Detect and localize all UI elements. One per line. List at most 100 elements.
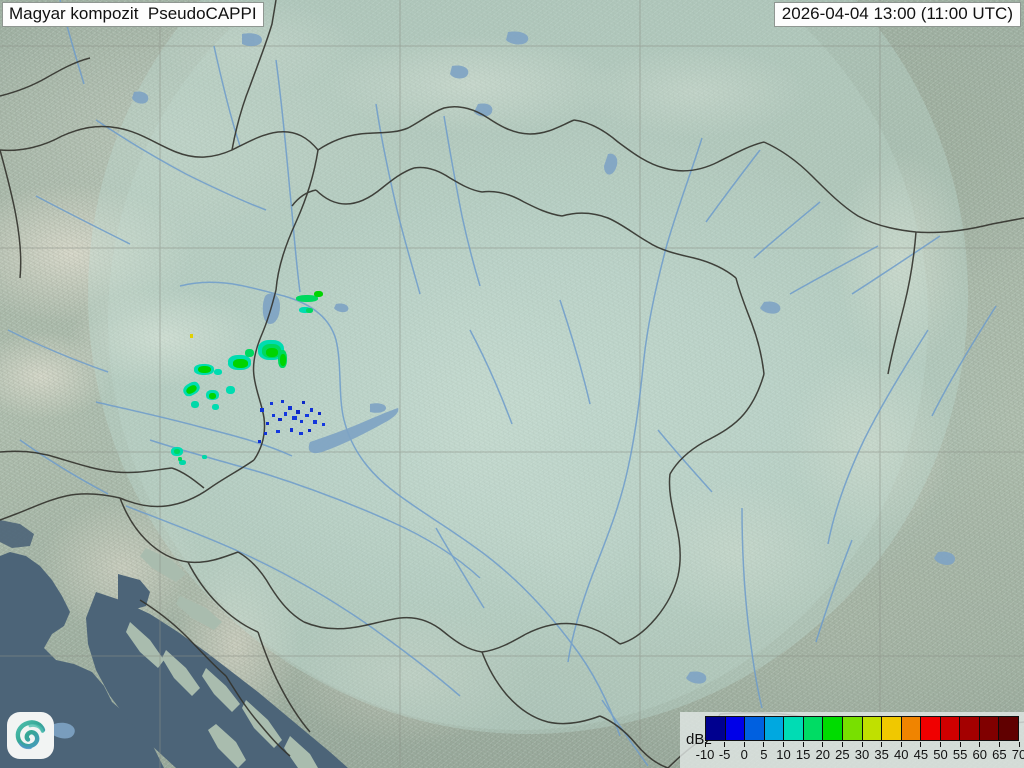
- dbz-colorbar-legend: dBz -10 -5 0 5 10 15 20 25 30 35 40 45 50 55 60 65 70: [680, 712, 1024, 768]
- legend-tick-labels: -10 -5 0 5 10 15 20 25 30 35 40 45 50 55 60 65 70: [696, 747, 1024, 765]
- echo-cell: [296, 295, 318, 302]
- legend-tick: [724, 742, 726, 747]
- legend-color-bar: [705, 716, 1019, 741]
- legend-tick-label: 70: [1011, 747, 1024, 762]
- legend-tick: [861, 742, 863, 747]
- echo-pixel: [288, 406, 292, 410]
- legend-tick-label: 40: [894, 747, 909, 762]
- legend-swatch-0: [706, 717, 726, 740]
- legend-swatch-10: [901, 717, 922, 740]
- hungaromet-logo[interactable]: [7, 712, 54, 759]
- legend-tick-label: 55: [952, 747, 968, 762]
- echo-cell: [233, 359, 248, 368]
- echo-cell: [202, 455, 207, 459]
- echo-cell: [306, 308, 313, 313]
- echo-pixel: [290, 428, 293, 432]
- echo-cell: [314, 291, 323, 297]
- echo-cell: [245, 349, 254, 357]
- legend-tick: [763, 742, 765, 747]
- legend-tick: [959, 742, 961, 747]
- echo-cell: [179, 460, 186, 465]
- echo-pixel: [272, 414, 275, 417]
- echo-pixel: [284, 412, 287, 416]
- echo-pixel: [278, 418, 282, 421]
- timestamp-label: 2026-04-04 13:00 (11:00 UTC): [773, 2, 1021, 27]
- legend-tick-marks: [704, 742, 1020, 748]
- legend-swatch-6: [823, 717, 843, 740]
- legend-tick: [998, 742, 1000, 747]
- echo-pixel: [266, 422, 269, 425]
- legend-tick-label: 35: [874, 747, 889, 762]
- echo-pixel: [318, 412, 321, 415]
- legend-swatch-3: [764, 717, 785, 740]
- echo-cell: [214, 369, 222, 375]
- legend-tick-label: -10: [695, 747, 715, 762]
- echo-pixel: [310, 408, 313, 412]
- echo-pixel: [308, 429, 311, 432]
- echo-pixel: [281, 400, 284, 403]
- echo-pixel: [270, 402, 273, 405]
- echo-pixel: [260, 408, 264, 412]
- legend-tick: [920, 742, 922, 747]
- legend-swatch-7: [842, 717, 863, 740]
- legend-tick-label: 10: [776, 747, 791, 762]
- legend-tick: [979, 742, 981, 747]
- legend-tick-label: 60: [972, 747, 987, 762]
- echo-cell: [198, 366, 211, 373]
- legend-tick: [881, 742, 883, 747]
- legend-tick: [1018, 742, 1020, 747]
- legend-swatch-1: [725, 717, 746, 740]
- rivers-layer: [7, 0, 997, 767]
- legend-swatch-4: [784, 717, 804, 740]
- legend-tick-label: 65: [992, 747, 1007, 762]
- legend-tick: [783, 742, 784, 747]
- echo-cell: [174, 449, 180, 454]
- legend-tick: [704, 742, 706, 747]
- legend-tick-label: -5: [718, 747, 731, 762]
- legend-swatch-14: [979, 717, 1000, 740]
- echo-cell: [191, 401, 199, 408]
- legend-tick: [802, 742, 804, 747]
- lakes-layer: [50, 31, 956, 739]
- sea-adriatic: [0, 520, 348, 768]
- echo-pixel: [264, 432, 267, 435]
- legend-tick: [822, 742, 824, 747]
- legend-swatch-13: [960, 717, 980, 740]
- legend-tick-label: 5: [760, 747, 768, 762]
- legend-swatch-15: [999, 717, 1018, 740]
- legend-tick: [841, 742, 843, 747]
- echo-pixel: [300, 420, 303, 423]
- echo-cell: [226, 386, 235, 394]
- echo-pixel: [313, 420, 317, 424]
- legend-swatch-12: [940, 717, 961, 740]
- legend-tick-label: 30: [854, 747, 870, 762]
- echo-cell: [178, 457, 182, 461]
- legend-swatch-11: [921, 717, 941, 740]
- echo-cell: [299, 307, 311, 313]
- legend-tick: [940, 742, 941, 747]
- legend-swatch-9: [882, 717, 902, 740]
- legend-swatch-8: [862, 717, 883, 740]
- echo-pixel: [296, 410, 300, 414]
- product-title: Magyar kompozit PseudoCAPPI: [2, 2, 264, 27]
- echo-cell: [266, 348, 278, 357]
- echo-pixel: [276, 430, 280, 433]
- legend-tick-label: 50: [933, 747, 948, 762]
- echo-pixel: [292, 416, 297, 420]
- echo-pixel: [322, 423, 325, 426]
- echo-pixel: [258, 440, 261, 443]
- legend-swatch-5: [803, 717, 824, 740]
- echo-pixel: [302, 401, 305, 404]
- legend-tick: [743, 742, 745, 747]
- echo-cell: [209, 393, 216, 399]
- spiral-icon: [15, 719, 45, 749]
- echo-cell: [190, 334, 193, 338]
- legend-tick-label: 0: [740, 747, 748, 762]
- legend-tick-label: 20: [815, 747, 830, 762]
- echo-pixel: [299, 432, 303, 435]
- legend-tick-label: 45: [913, 747, 929, 762]
